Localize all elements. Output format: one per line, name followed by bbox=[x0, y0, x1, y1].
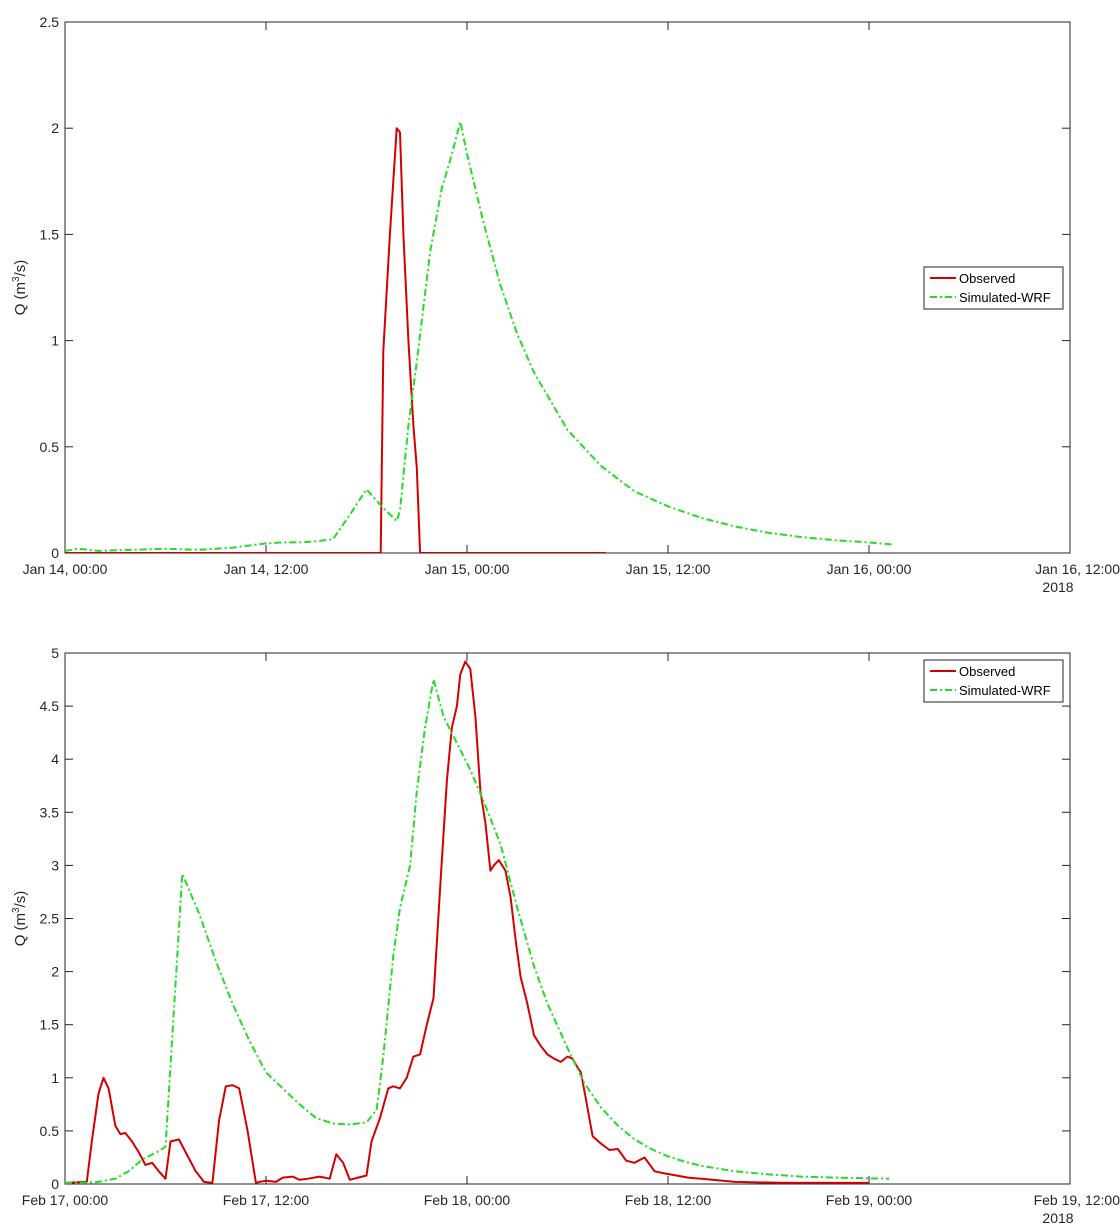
y-axis-label: Q (m3/s) bbox=[11, 891, 29, 947]
x-tick-label: Feb 17, 00:00 bbox=[22, 1192, 109, 1208]
legend-box bbox=[923, 266, 1064, 310]
x-tick-label: Feb 18, 00:00 bbox=[424, 1192, 511, 1208]
series-line-simulated-wrf bbox=[65, 678, 890, 1184]
x-year-label: 2018 bbox=[1042, 579, 1073, 595]
series-line-observed bbox=[65, 660, 869, 1184]
y-tick-label: 1 bbox=[51, 333, 59, 349]
legend-entry: Observed bbox=[959, 664, 1015, 679]
x-tick-label: Jan 16, 00:00 bbox=[827, 561, 912, 577]
y-tick-label: 1.5 bbox=[40, 226, 60, 242]
legend-entry: Simulated-WRF bbox=[959, 290, 1051, 305]
legend-entry: Simulated-WRF bbox=[959, 683, 1051, 698]
y-tick-label: 0 bbox=[51, 1176, 59, 1192]
x-tick-label: Feb 19, 12:00 bbox=[1034, 1192, 1120, 1208]
chart-feb-2018: 0 0.5 1 1.5 2 2.5 3 3.5 4 4.5 5 Feb 17, 00:00 Feb 17… bbox=[11, 645, 1120, 1226]
y-tick-label: 0.5 bbox=[40, 439, 60, 455]
y-tick-label: 4 bbox=[51, 751, 59, 767]
x-tick-label: Feb 18, 12:00 bbox=[625, 1192, 712, 1208]
x-tick-label: Jan 14, 12:00 bbox=[224, 561, 309, 577]
x-tick-label: Jan 16, 12:00 bbox=[1035, 561, 1120, 577]
legend-entry: Observed bbox=[959, 271, 1015, 286]
y-tick-label: 3 bbox=[51, 857, 59, 873]
axes-box bbox=[64, 21, 1071, 554]
x-tick-label: Jan 15, 00:00 bbox=[425, 561, 510, 577]
axes-box bbox=[64, 652, 1071, 1185]
y-tick-label: 1 bbox=[51, 1070, 59, 1086]
y-tick-label: 4.5 bbox=[40, 698, 60, 714]
y-tick-label: 2 bbox=[51, 120, 59, 136]
x-tick-label: Jan 15, 12:00 bbox=[626, 561, 711, 577]
legend-box bbox=[923, 659, 1064, 703]
y-axis-label: Q (m3/s) bbox=[11, 260, 29, 316]
y-tick-label: 3.5 bbox=[40, 804, 60, 820]
y-tick-label: 0 bbox=[51, 545, 59, 561]
y-tick-label: 2.5 bbox=[40, 911, 60, 927]
x-tick-label: Feb 19, 00:00 bbox=[826, 1192, 913, 1208]
x-tick-label: Feb 17, 12:00 bbox=[223, 1192, 310, 1208]
x-year-label: 2018 bbox=[1042, 1210, 1073, 1226]
y-tick-label: 5 bbox=[51, 645, 59, 661]
y-tick-label: 2 bbox=[51, 964, 59, 980]
chart-jan-2018: 0 0.5 1 1.5 2 2.5 Jan 14, 00:00 Jan 14, 12:00 Ja… bbox=[11, 14, 1120, 595]
series-line-observed bbox=[65, 127, 606, 553]
y-tick-label: 2.5 bbox=[40, 14, 60, 30]
y-tick-label: 0.5 bbox=[40, 1123, 60, 1139]
x-tick-label: Jan 14, 00:00 bbox=[23, 561, 108, 577]
y-tick-label: 1.5 bbox=[40, 1017, 60, 1033]
